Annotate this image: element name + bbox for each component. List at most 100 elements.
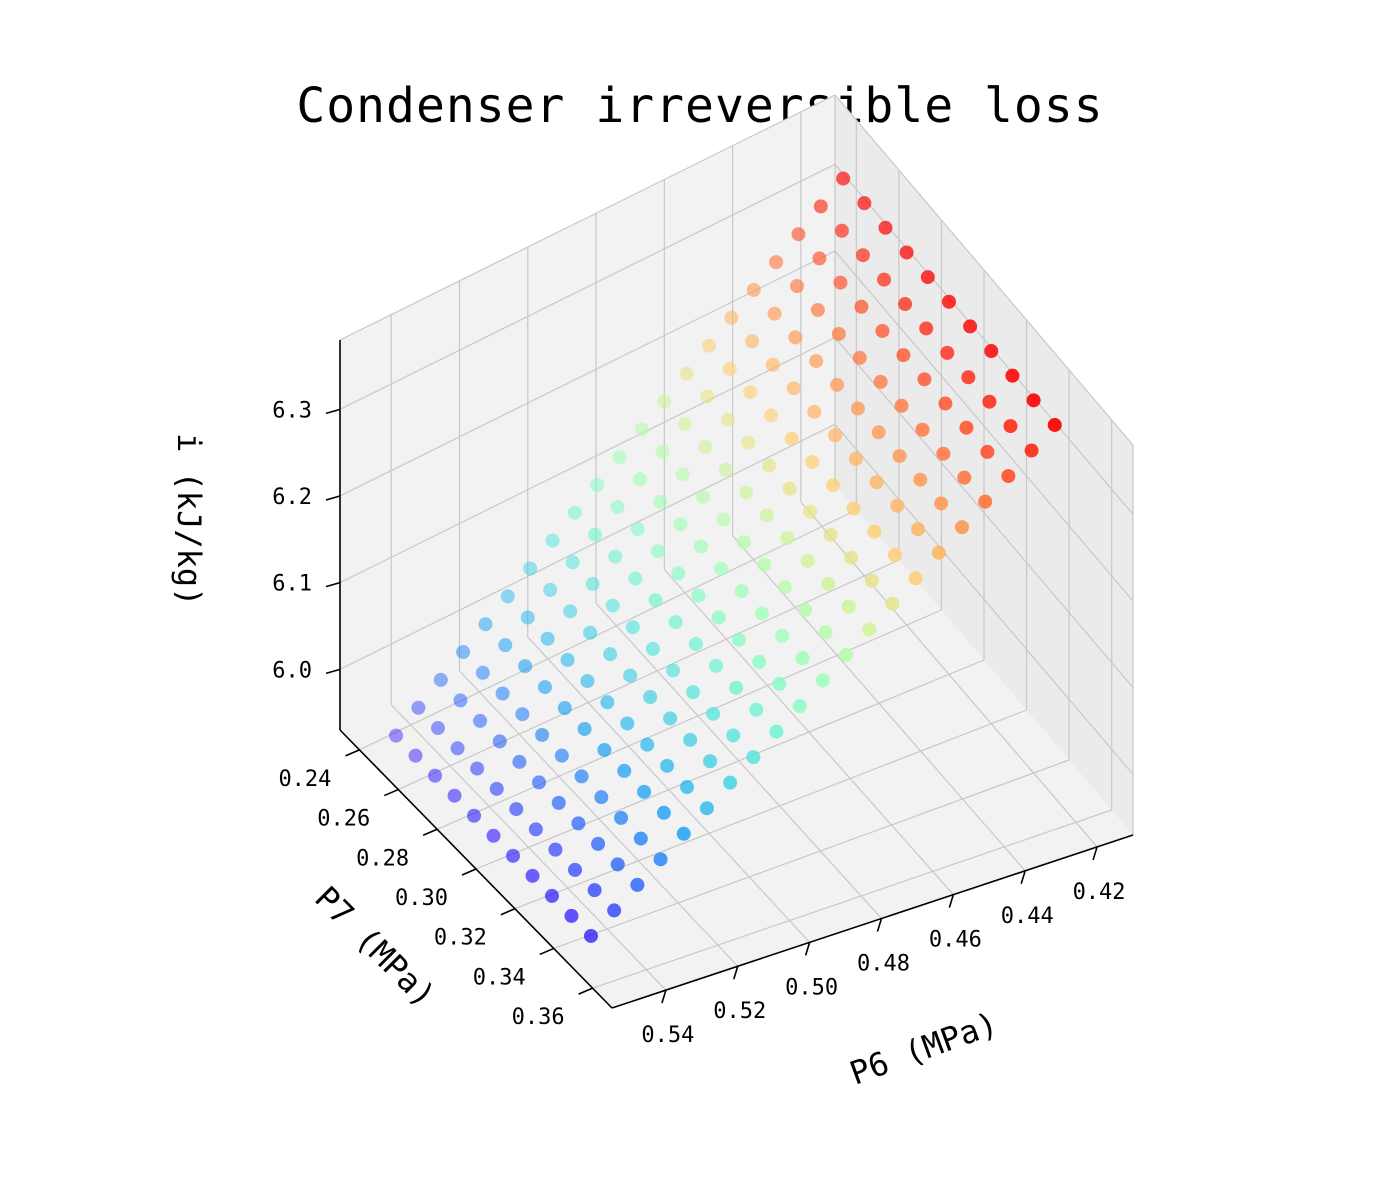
data-point <box>720 412 735 427</box>
data-point <box>688 637 703 652</box>
data-point <box>660 758 675 773</box>
data-point <box>815 673 830 688</box>
data-point <box>679 366 694 381</box>
data-point <box>1001 469 1016 484</box>
data-point <box>961 370 976 385</box>
grid-z-side <box>834 337 1134 689</box>
data-point <box>675 467 690 482</box>
data-point <box>520 610 535 625</box>
data-point <box>919 321 934 336</box>
grid-y-floor <box>592 809 1112 989</box>
data-point <box>583 928 598 943</box>
data-point <box>896 348 911 363</box>
data-point <box>784 431 799 446</box>
data-point <box>954 520 969 535</box>
data-point <box>610 857 625 872</box>
data-point <box>568 862 583 877</box>
data-point <box>917 372 932 387</box>
data-point <box>523 561 538 576</box>
data-point <box>754 606 769 621</box>
data-point <box>809 354 824 369</box>
data-point <box>456 645 471 660</box>
data-point <box>565 555 580 570</box>
data-point <box>852 350 867 365</box>
data-point <box>663 711 678 726</box>
data-point <box>759 508 774 523</box>
data-point <box>726 728 741 743</box>
data-point <box>571 816 586 831</box>
data-point <box>430 721 445 736</box>
data-point <box>984 344 999 359</box>
data-point <box>887 548 902 563</box>
data-point <box>752 654 767 669</box>
data-point <box>693 539 708 554</box>
data-point <box>731 632 746 647</box>
y-tick <box>461 868 477 876</box>
data-point <box>492 734 507 749</box>
data-point <box>723 775 738 790</box>
data-point <box>1005 368 1020 383</box>
grid-y-floor <box>359 509 857 751</box>
data-point <box>848 451 863 466</box>
data-point <box>745 334 760 349</box>
data-point <box>545 533 560 548</box>
data-point <box>734 584 749 599</box>
data-point <box>846 501 861 516</box>
data-point <box>518 659 533 674</box>
data-point <box>633 831 648 846</box>
data-point <box>603 647 618 662</box>
data-point <box>769 724 784 739</box>
data-point <box>574 769 589 784</box>
data-point <box>959 420 974 435</box>
data-point <box>741 435 756 450</box>
data-point <box>564 908 579 923</box>
data-point <box>450 741 465 756</box>
data-point <box>608 549 623 564</box>
data-point <box>931 545 946 560</box>
data-point <box>648 593 663 608</box>
data-point <box>591 836 606 851</box>
y-tick <box>345 749 360 757</box>
data-point <box>810 302 825 317</box>
data-point <box>1024 443 1039 458</box>
data-point <box>600 695 615 710</box>
pane-edge <box>339 94 836 341</box>
y-tick-label: 0.30 <box>395 886 448 911</box>
data-point <box>702 338 717 353</box>
x-tick-label: 0.54 <box>641 1023 694 1048</box>
data-point <box>746 282 761 297</box>
z-tick-label: 6.1 <box>272 572 312 597</box>
chart-title: Condenser irreversible loss <box>296 78 1104 134</box>
data-point <box>936 446 951 461</box>
data-point <box>537 680 552 695</box>
data-point <box>653 852 668 867</box>
z-tick-label: 6.3 <box>272 398 312 423</box>
x-tick <box>1020 870 1026 885</box>
data-point <box>780 531 795 546</box>
data-point <box>411 700 426 715</box>
data-point <box>890 498 905 513</box>
data-point <box>982 394 997 409</box>
x-tick <box>661 989 667 1004</box>
data-point <box>473 713 488 728</box>
z-tick <box>325 495 341 501</box>
data-point <box>813 199 828 214</box>
x-tick-label: 0.44 <box>1001 904 1054 929</box>
data-point <box>714 561 729 576</box>
data-point <box>623 668 638 683</box>
data-point <box>612 450 627 465</box>
data-point <box>782 481 797 496</box>
data-point <box>920 270 935 285</box>
data-point <box>657 394 672 409</box>
y-tick <box>422 828 438 837</box>
z-tick <box>325 668 341 675</box>
data-point <box>640 737 655 752</box>
grid-y-floor <box>398 559 900 791</box>
grid-y-floor <box>514 709 1027 910</box>
data-point <box>453 693 468 708</box>
axes <box>325 340 1134 1009</box>
data-point <box>617 763 632 778</box>
data-point <box>560 652 575 667</box>
data-point <box>772 676 787 691</box>
y-tick-label: 0.36 <box>512 1005 565 1030</box>
